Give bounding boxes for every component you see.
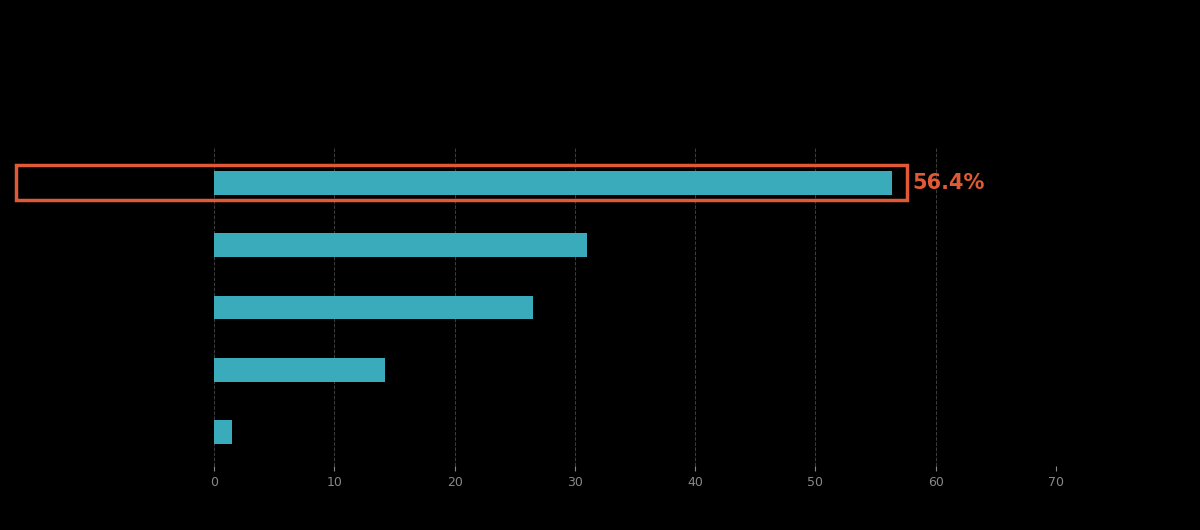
Bar <box>214 420 232 444</box>
Bar <box>214 358 385 382</box>
Bar <box>214 296 533 319</box>
Text: 56.4%: 56.4% <box>913 173 985 193</box>
Bar <box>214 233 587 257</box>
Bar <box>214 171 893 195</box>
